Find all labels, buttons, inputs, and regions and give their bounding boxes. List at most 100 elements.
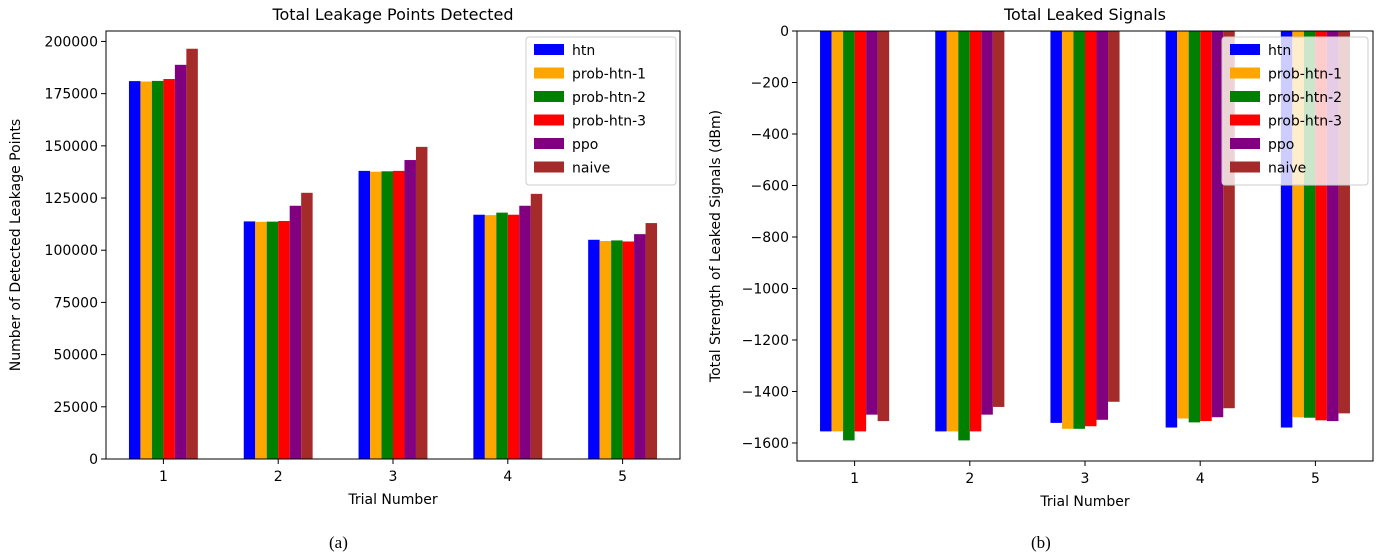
- bar-prob-htn-1-trial-3: [370, 171, 382, 459]
- bar-prob-htn-3-trial-3: [1085, 31, 1097, 427]
- bar-prob-htn-2-trial-2: [958, 31, 970, 441]
- leaked-signals-chart: 0 −200 −400 −600 −800 −1000 −1200 −1400 −1600 1 2 3…: [708, 5, 1374, 510]
- bar-htn-trial-1: [820, 31, 832, 432]
- legend-label-naive: naive: [1268, 161, 1306, 177]
- y-tick-label: 0: [89, 452, 98, 468]
- legend-swatch-ppo: [534, 138, 564, 149]
- bar-naive-trial-3: [1108, 31, 1120, 402]
- caption-a: (a): [329, 533, 348, 552]
- x-tick-label: 4: [503, 469, 512, 485]
- legend-swatch-prob-htn-2: [1230, 91, 1260, 102]
- y-tick-label: −600: [751, 178, 789, 194]
- bar-prob-htn-3-trial-5: [622, 241, 635, 459]
- bar-htn-trial-3: [1050, 31, 1062, 423]
- y-axis-label: Number of Detected Leakage Points: [8, 119, 24, 371]
- bar-ppo-trial-5: [634, 234, 646, 459]
- x-tick-label: 5: [618, 469, 627, 485]
- y-tick-label: 100000: [45, 243, 98, 259]
- bar-prob-htn-2-trial-3: [1073, 31, 1085, 429]
- bar-htn-trial-4: [473, 214, 485, 459]
- bar-naive-trial-5: [1338, 31, 1350, 414]
- bar-ppo-trial-2: [289, 205, 302, 459]
- bar-prob-htn-2-trial-5: [611, 240, 623, 459]
- legend-label-prob-htn-2: prob-htn-2: [1268, 90, 1342, 106]
- x-tick-label: 3: [1081, 471, 1090, 487]
- bar-prob-htn-1-trial-2: [946, 31, 959, 432]
- bar-prob-htn-2-trial-4: [496, 212, 508, 459]
- bar-prob-htn-1-trial-4: [1177, 31, 1189, 419]
- chart-title: Total Leakage Points Detected: [271, 5, 513, 24]
- bar-naive-trial-4: [1223, 31, 1235, 409]
- legend-label-prob-htn-2: prob-htn-2: [572, 90, 646, 106]
- bar-naive-trial-1: [186, 48, 198, 459]
- bar-htn-trial-2: [243, 221, 256, 459]
- bar-ppo-trial-5: [1326, 31, 1339, 422]
- legend-swatch-prob-htn-2: [534, 91, 564, 102]
- y-tick-label: −1600: [742, 436, 789, 452]
- bar-prob-htn-1-trial-2: [255, 221, 267, 459]
- y-tick-label: 75000: [53, 295, 98, 311]
- legend-label-prob-htn-3: prob-htn-3: [1268, 114, 1342, 130]
- bar-prob-htn-2-trial-4: [1188, 31, 1201, 423]
- bar-ppo-trial-2: [981, 31, 993, 415]
- bar-prob-htn-3-trial-1: [854, 31, 867, 432]
- x-axis-label: Trial Number: [347, 492, 438, 508]
- bar-prob-htn-3-trial-4: [1200, 31, 1212, 422]
- legend-swatch-ppo: [1230, 138, 1260, 149]
- y-tick-label: 50000: [53, 348, 98, 364]
- bar-prob-htn-2-trial-2: [266, 221, 279, 459]
- bar-ppo-trial-1: [866, 31, 878, 415]
- x-tick-label: 2: [274, 469, 283, 485]
- y-tick-label: 200000: [45, 34, 98, 50]
- x-tick-label: 2: [965, 471, 974, 487]
- bar-ppo-trial-4: [1211, 31, 1224, 418]
- x-tick-label: 1: [159, 469, 168, 485]
- y-axis-label: Total Strength of Leaked Signals (dBm): [708, 110, 724, 383]
- y-tick-label: −1200: [742, 333, 789, 349]
- legend-swatch-naive: [1230, 161, 1260, 173]
- legend-swatch-naive: [534, 161, 564, 173]
- legend-label-prob-htn-3: prob-htn-3: [572, 114, 646, 130]
- legend-label-naive: naive: [572, 161, 610, 177]
- bar-prob-htn-1-trial-3: [1061, 31, 1074, 429]
- legend-swatch-prob-htn-1: [1230, 67, 1260, 79]
- bar-htn-trial-3: [358, 170, 371, 459]
- x-axis-label: Trial Number: [1039, 494, 1130, 510]
- y-tick-label: 175000: [45, 87, 98, 103]
- legend-label-htn: htn: [572, 43, 595, 59]
- bar-htn-trial-5: [588, 239, 600, 459]
- bar-prob-htn-3-trial-5: [1315, 31, 1327, 421]
- bar-ppo-trial-3: [1096, 31, 1109, 420]
- legend-swatch-htn: [534, 44, 564, 55]
- bar-prob-htn-3-trial-4: [507, 214, 520, 459]
- y-tick-label: 125000: [45, 191, 98, 207]
- y-tick-label: 25000: [53, 400, 98, 416]
- leakage-points-chart: 0 25000 50000 75000 100000 125000 150000 175000…: [8, 5, 681, 508]
- bar-naive-trial-3: [415, 146, 428, 459]
- legend-swatch-prob-htn-3: [534, 114, 564, 126]
- bar-prob-htn-1-trial-4: [484, 215, 497, 459]
- bar-prob-htn-2-trial-1: [843, 31, 855, 441]
- bar-naive-trial-5: [645, 223, 658, 459]
- y-tick-label: −400: [751, 127, 789, 143]
- bar-htn-trial-1: [128, 81, 141, 460]
- y-tick-label: −1000: [742, 281, 789, 297]
- bar-prob-htn-1-trial-5: [599, 241, 612, 459]
- bar-htn-trial-2: [935, 31, 947, 432]
- legend-label-ppo: ppo: [1268, 137, 1294, 153]
- bar-prob-htn-2-trial-3: [381, 171, 393, 460]
- y-tick-label: 0: [780, 24, 789, 40]
- x-tick-label: 1: [850, 471, 859, 487]
- y-tick-label: −1400: [742, 384, 789, 400]
- legend-swatch-htn: [1230, 44, 1260, 55]
- legend-label-htn: htn: [1268, 43, 1291, 59]
- y-tick-label: 150000: [45, 139, 98, 155]
- bar-prob-htn-3-trial-2: [969, 31, 982, 432]
- x-tick-label: 4: [1196, 471, 1205, 487]
- bar-prob-htn-3-trial-1: [163, 79, 175, 460]
- bar-ppo-trial-4: [519, 205, 531, 459]
- bar-naive-trial-1: [877, 31, 890, 422]
- legend-label-ppo: ppo: [572, 137, 598, 153]
- bar-prob-htn-3-trial-3: [393, 170, 405, 459]
